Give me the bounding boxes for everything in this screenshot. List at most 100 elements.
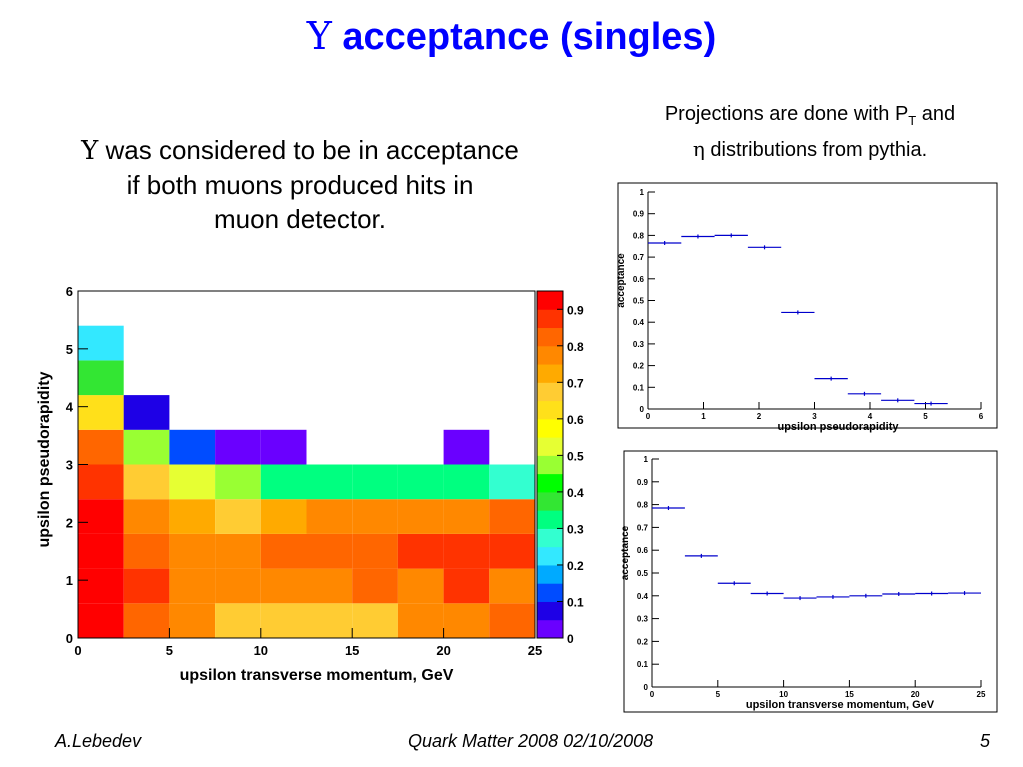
projection-note-text: Projections are done with PT and η distr… <box>610 100 1010 164</box>
heatmap-cell <box>489 464 535 500</box>
heatmap-cell <box>443 568 490 604</box>
heatmap-cell <box>215 533 261 569</box>
colorbar-tick-label: 0.7 <box>567 376 584 390</box>
heatmap-cell <box>78 603 124 638</box>
heatmap-y-axis-label: upsilon pseudorapidity <box>36 371 53 547</box>
heatmap-cell <box>260 603 307 638</box>
heatmap-cell <box>306 499 353 534</box>
heatmap-cell <box>169 499 216 534</box>
heatmap-cell <box>260 464 307 500</box>
heatmap-cell <box>123 603 170 638</box>
heatmap-cell <box>169 568 216 604</box>
heatmap-cell <box>397 603 444 638</box>
heatmap-cell <box>352 499 398 534</box>
heatmap-cell <box>78 568 124 604</box>
heatmap-x-tick-label: 20 <box>436 643 450 658</box>
heatmap-y-tick-label: 4 <box>66 400 74 415</box>
heatmap-cell <box>123 429 170 465</box>
heatmap-cell <box>489 603 535 638</box>
colorbar-tick-label: 0.6 <box>567 413 584 427</box>
heatmap-y-tick-label: 0 <box>66 631 73 646</box>
heatmap-cell <box>489 568 535 604</box>
heatmap-cell <box>352 533 398 569</box>
definition-line-1: was considered to be in acceptance <box>98 135 519 165</box>
colorbar-swatch <box>537 510 563 529</box>
projection-eta-symbol: η <box>692 137 705 161</box>
colorbar-frame <box>536 290 564 639</box>
projection-line-2: distributions from pythia. <box>704 139 928 161</box>
heatmap-x-tick-label: 25 <box>528 643 542 658</box>
slide-title: Υ acceptance (singles) <box>0 14 1023 59</box>
heatmap-cell <box>397 464 444 500</box>
heatmap-cell <box>78 533 124 569</box>
footer-page-number: 5 <box>980 731 991 751</box>
colorbar-swatch <box>537 564 563 584</box>
heatmap-y-tick-label: 6 <box>66 284 73 299</box>
heatmap-cell <box>443 533 490 569</box>
colorbar-swatch <box>537 400 563 420</box>
projection-line-1a: Projections are done with P <box>664 103 909 125</box>
colorbar-tick-label: 0.3 <box>567 522 584 536</box>
heatmap-cell <box>78 360 124 396</box>
heatmap-cell <box>123 533 170 569</box>
heatmap-cell <box>215 499 261 534</box>
colorbar-swatch <box>537 291 563 310</box>
colorbar-swatch <box>537 327 563 347</box>
heatmap-cell <box>123 568 170 604</box>
heatmap-cell <box>443 603 490 638</box>
heatmap-cell <box>123 499 170 534</box>
colorbar-swatch <box>537 491 563 511</box>
title-upsilon-symbol: Υ <box>306 14 332 58</box>
colorbar-swatch <box>537 309 563 329</box>
heatmap-x-tick-label: 15 <box>345 643 359 658</box>
colorbar-swatch <box>537 619 563 639</box>
heatmap-cell <box>306 568 353 604</box>
colorbar-tick-label: 0.4 <box>567 486 584 500</box>
heatmap-y-tick-label: 1 <box>66 573 73 588</box>
heatmap-cell <box>397 499 444 534</box>
colorbar-swatch <box>537 601 563 621</box>
footer-event: Quark Matter 2008 02/10/2008 <box>408 731 654 751</box>
projection-line-1-subscript: T <box>908 113 917 128</box>
heatmap-cell <box>78 325 124 361</box>
heatmap-cell <box>215 603 261 638</box>
heatmap-cell <box>306 533 353 569</box>
colorbar-tick-label: 0.1 <box>567 595 584 609</box>
colorbar-swatch <box>537 546 563 566</box>
projection-line-1b: and <box>916 103 956 125</box>
colorbar-swatch <box>537 473 563 493</box>
colorbar-swatch <box>537 437 563 456</box>
heatmap-cell <box>169 429 216 465</box>
colorbar-swatch <box>537 455 563 475</box>
footer-author: A.Lebedev <box>55 731 142 751</box>
heatmap-cell <box>260 499 307 534</box>
heatmap-cell <box>352 603 398 638</box>
acceptance-definition-text: Υ was considered to be in acceptance if … <box>30 133 570 236</box>
heatmap-cell <box>169 533 216 569</box>
heatmap-cell <box>443 464 490 500</box>
definition-upsilon-symbol: Υ <box>81 136 99 166</box>
definition-line-3: muon detector. <box>214 204 386 234</box>
colorbar-tick-label: 0.2 <box>567 559 584 573</box>
heatmap-y-tick-label: 5 <box>66 342 73 357</box>
heatmap-cell <box>489 533 535 569</box>
colorbar-swatch <box>537 382 563 402</box>
heatmap-cell <box>443 429 490 465</box>
colorbar-tick-label: 0.8 <box>567 340 584 354</box>
heatmap-y-tick-label: 3 <box>66 458 73 473</box>
colorbar-tick-label: 0.5 <box>567 449 584 463</box>
heatmap-cell <box>78 464 124 500</box>
colorbar-swatch <box>537 528 563 548</box>
colorbar-tick-label: 0.9 <box>567 303 584 317</box>
definition-line-2: if both muons produced hits in <box>126 170 474 200</box>
heatmap-cell <box>169 603 216 638</box>
heatmap-cell <box>123 464 170 500</box>
colorbar-tick-label: 0 <box>567 632 574 646</box>
heatmap-cell <box>489 499 535 534</box>
heatmap-cell <box>352 464 398 500</box>
heatmap-x-tick-label: 10 <box>254 643 268 658</box>
heatmap-x-tick-label: 5 <box>166 643 173 658</box>
heatmap-cell <box>443 499 490 534</box>
heatmap-x-axis-label: upsilon transverse momentum, GeV <box>180 667 454 684</box>
